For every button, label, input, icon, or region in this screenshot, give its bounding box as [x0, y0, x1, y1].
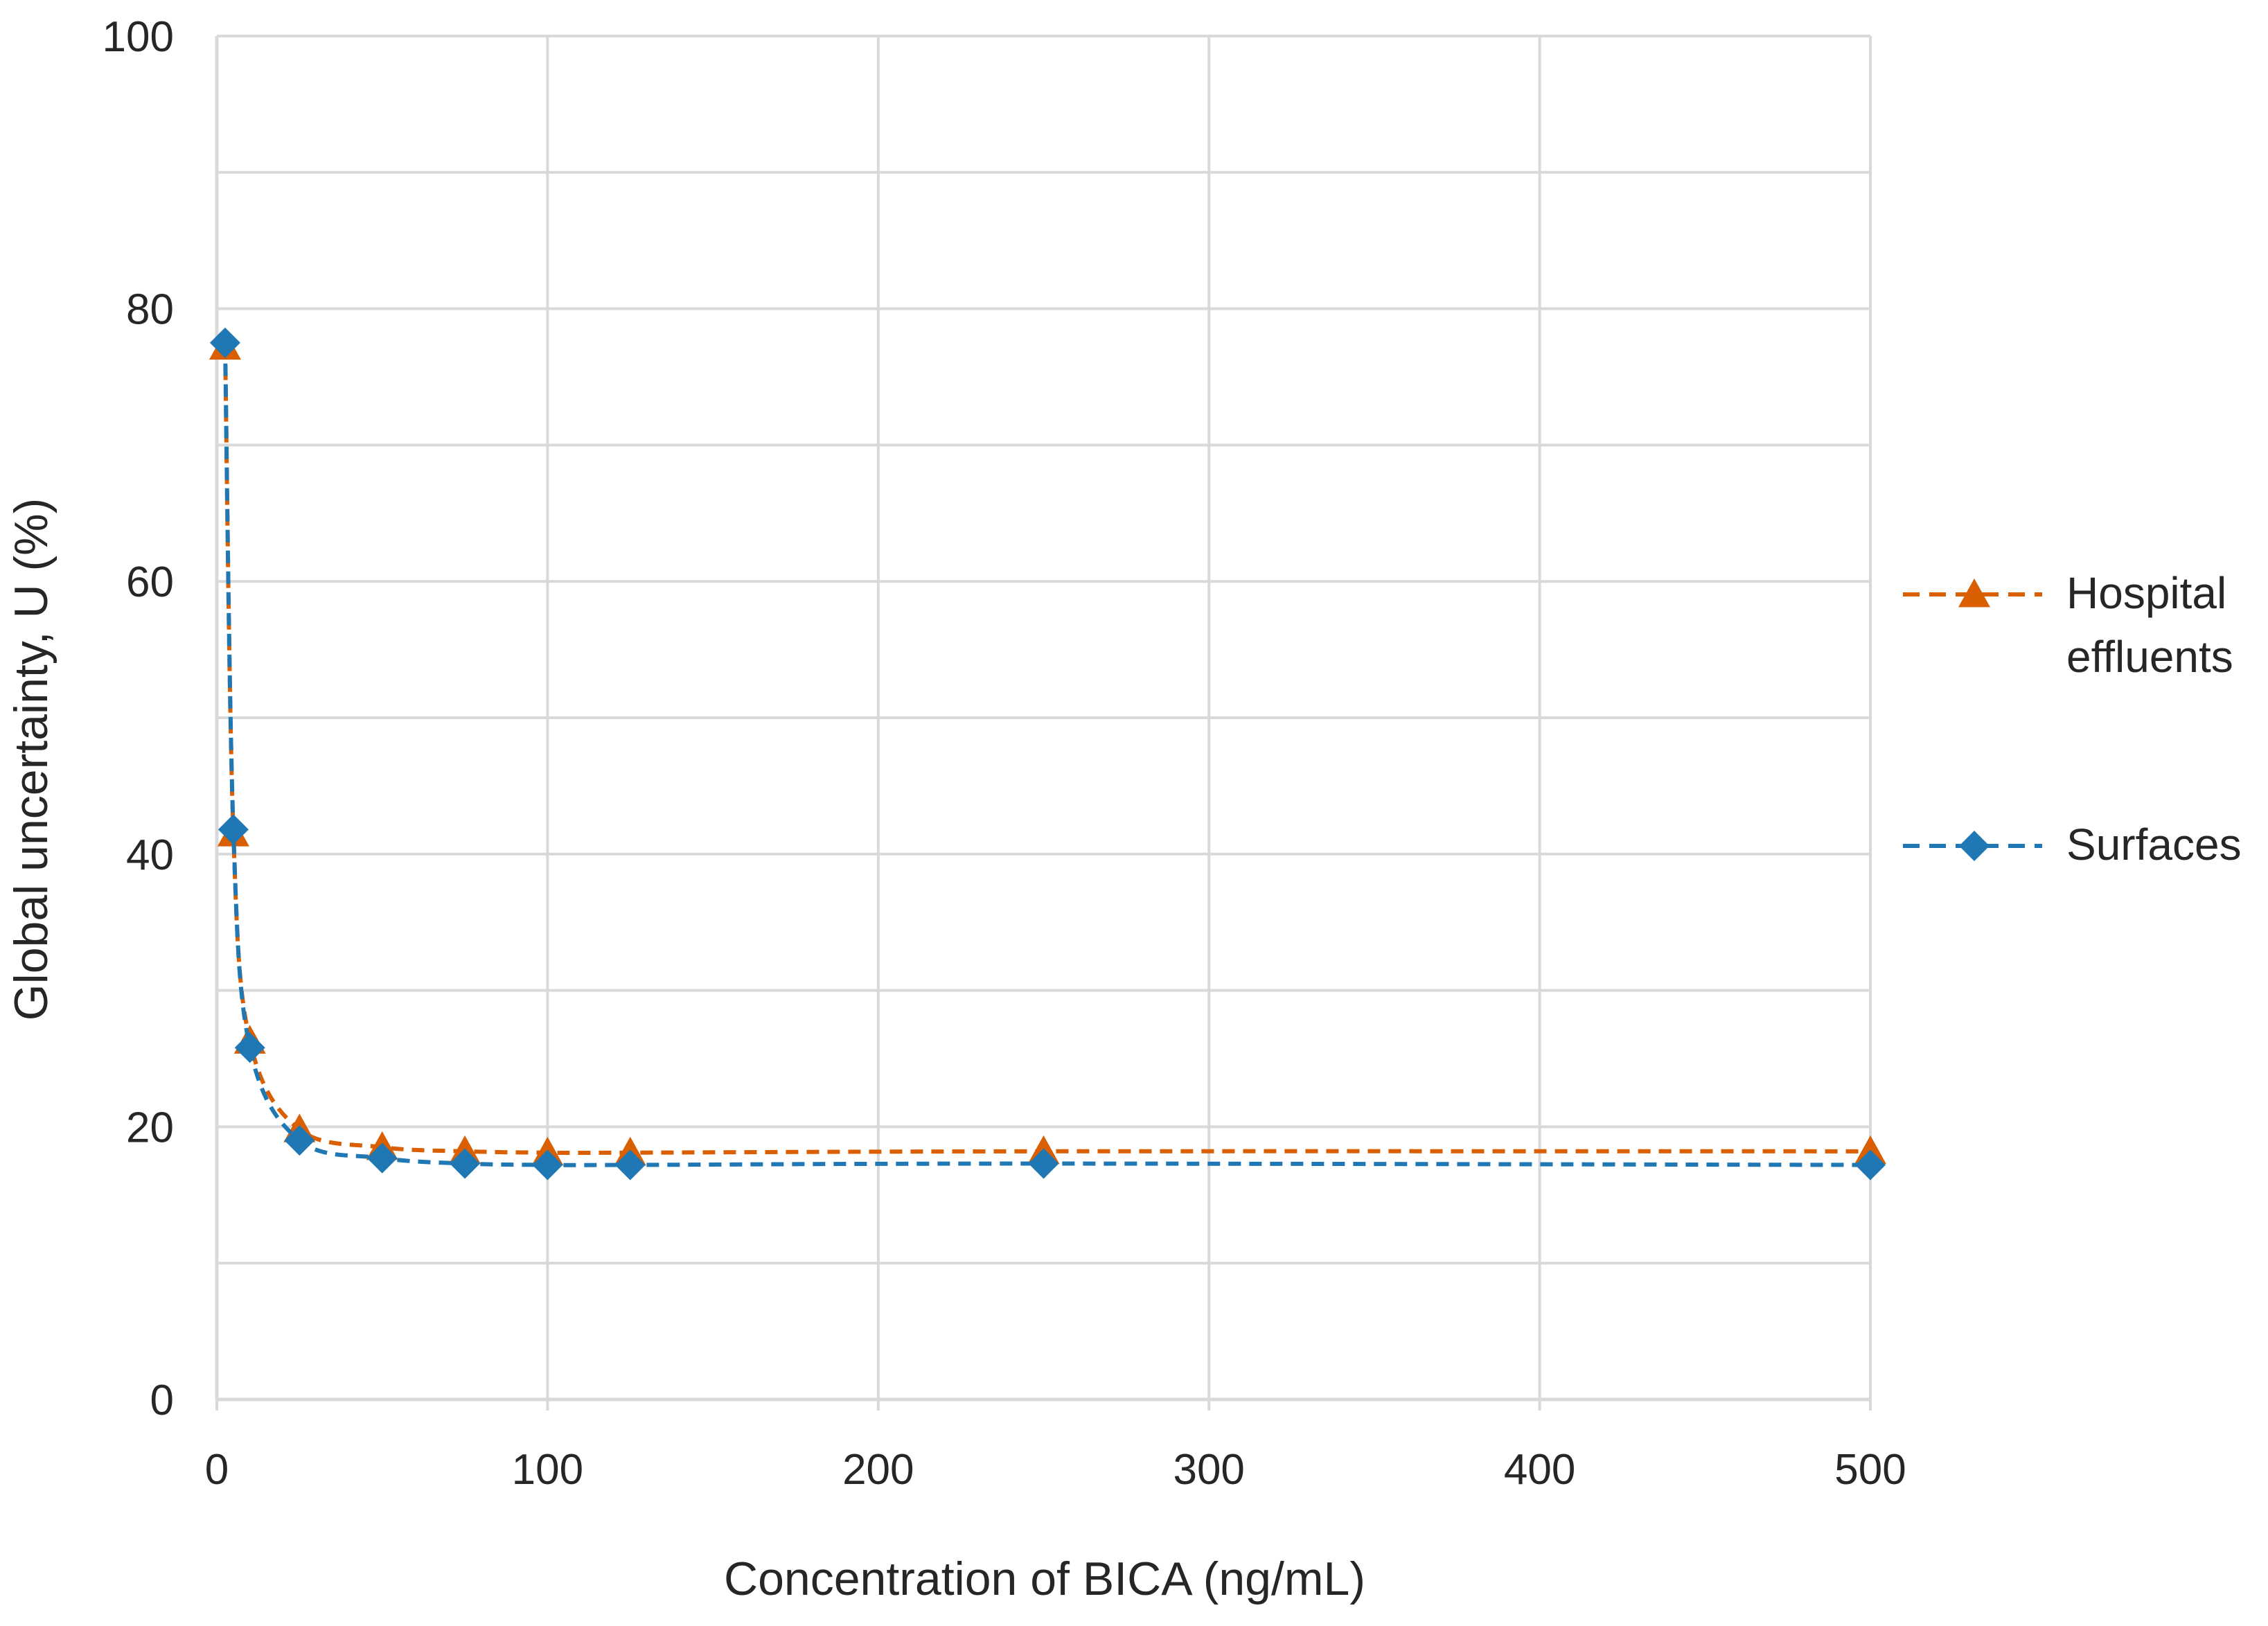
y-axis-title: Global uncertainty, U (%)	[5, 498, 57, 1021]
legend-marker	[1958, 578, 1990, 608]
legend-entry: Hospital effluents	[1903, 568, 2233, 682]
legend-label: Hospital	[2066, 568, 2226, 618]
data-point	[1028, 1148, 1059, 1179]
legend-label: Surfaces	[2066, 820, 2242, 869]
data-point	[366, 1142, 398, 1174]
x-tick-label: 500	[1834, 1446, 1906, 1494]
x-tick-label: 300	[1173, 1446, 1244, 1494]
data-point	[284, 1125, 315, 1156]
x-axis-title: Concentration of BICA (ng/mL)	[724, 1553, 1365, 1605]
y-tick-label: 40	[126, 831, 174, 879]
data-point	[209, 327, 240, 358]
series-hospital-effluents	[209, 330, 1886, 1166]
y-tick-label: 80	[126, 286, 174, 334]
series-surfaces	[209, 327, 1886, 1181]
legend-marker	[1959, 831, 1990, 861]
legend-entry: Surfaces	[1903, 820, 2242, 869]
data-point	[450, 1148, 481, 1179]
data-point	[1855, 1149, 1886, 1181]
tick-labels: 0 20 40 60 80 100 0 100 200 300 400 500	[103, 13, 1906, 1494]
x-tick-label: 200	[842, 1446, 914, 1494]
y-tick-label: 0	[150, 1377, 174, 1424]
data-point	[218, 814, 249, 845]
x-tick-label: 100	[512, 1446, 583, 1494]
series-layer	[209, 327, 1886, 1181]
y-tick-label: 100	[103, 13, 174, 61]
legend: Hospital effluents Surfaces	[1903, 568, 2242, 869]
legend-label: effluents	[2066, 632, 2233, 682]
data-point	[614, 1149, 646, 1181]
series-line	[222, 342, 1871, 1167]
x-tick-label: 0	[205, 1446, 229, 1494]
grid	[217, 35, 1872, 1399]
y-tick-label: 20	[126, 1104, 174, 1151]
y-tick-label: 60	[126, 558, 174, 606]
series-line	[222, 346, 1871, 1156]
data-point	[532, 1149, 563, 1181]
data-point	[234, 1032, 265, 1063]
x-tick-label: 400	[1504, 1446, 1575, 1494]
axes	[215, 36, 1872, 1411]
